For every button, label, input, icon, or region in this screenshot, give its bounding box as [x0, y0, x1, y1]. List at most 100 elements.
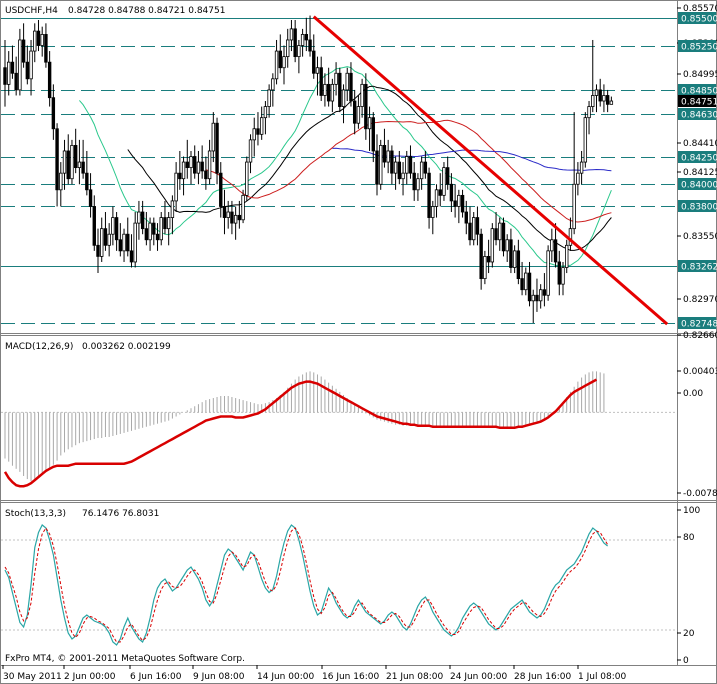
level-price-tag-label: 0.84850: [681, 87, 717, 97]
stoch-tick-label: 100: [683, 506, 700, 516]
level-price-tag-label: 0.83262: [681, 263, 717, 273]
candle-body: [55, 128, 59, 191]
candle-body: [338, 72, 342, 107]
symbol-label: USDCHF,H4: [5, 6, 58, 16]
x-tick-label: 21 Jun 08:00: [386, 672, 443, 682]
level-price-tag: [678, 84, 716, 96]
candle-body: [62, 150, 67, 174]
candle-body: [185, 161, 189, 169]
candle-body: [445, 167, 450, 185]
candle-body: [222, 206, 227, 218]
candle-body: [423, 161, 428, 174]
stoch-tick-label: 20: [683, 629, 695, 639]
candle-body: [472, 217, 476, 241]
candle-body: [118, 239, 123, 252]
x-tick-label: 16 Jun 16:00: [322, 672, 379, 682]
level-price-tag-label: 0.82748: [681, 320, 717, 330]
macd-tick-label: 0.004036: [683, 367, 717, 377]
candle-body: [352, 100, 357, 124]
candle-body: [215, 122, 219, 174]
candle-body: [252, 128, 256, 141]
candle-body: [219, 172, 223, 207]
candle-body: [297, 45, 301, 58]
candle-body: [274, 50, 279, 80]
ohlc-readout: 0.84728 0.84788 0.84721 0.84751: [68, 6, 225, 16]
candle-body: [323, 83, 327, 96]
candle-body: [442, 167, 446, 196]
candle-body: [211, 122, 216, 152]
candle-body: [230, 211, 234, 224]
candle-body: [583, 117, 588, 163]
candle-body: [178, 172, 182, 180]
candle-body: [505, 239, 509, 252]
macd-signal-line: [3, 378, 598, 488]
stochastic-panel: [1, 524, 677, 646]
candle-body: [438, 189, 442, 196]
macd-readout: 0.003262 0.002199: [82, 342, 171, 352]
candle-body: [304, 34, 309, 41]
x-tick-label: 2 Jun 00:00: [64, 672, 116, 682]
candle-body: [330, 83, 335, 102]
macd-panel: [1, 371, 677, 488]
level-price-tag-label: 0.85500: [681, 15, 717, 25]
candle-body: [364, 83, 368, 130]
candle-body: [259, 117, 264, 135]
price-tick-label: 0.82970: [683, 295, 717, 305]
candle-body: [263, 106, 268, 119]
candle-body: [155, 233, 160, 241]
candle-body: [468, 222, 472, 241]
candle-body: [144, 228, 149, 241]
candle-body: [18, 39, 22, 91]
stoch-main-line: [4, 524, 608, 646]
candle-body: [36, 30, 41, 46]
x-tick-label: 28 Jun 16:00: [514, 672, 571, 682]
candle-body: [133, 222, 137, 263]
price-tick-label: 0.82660: [683, 331, 717, 341]
candle-body: [550, 239, 554, 252]
candle-body: [390, 150, 394, 174]
candle-body: [174, 172, 178, 202]
candle-body: [148, 222, 152, 241]
candle-body: [189, 156, 193, 169]
candle-body: [412, 172, 416, 191]
candle-body: [81, 161, 85, 174]
stoch-readout: 76.1476 76.8031: [82, 509, 159, 519]
candle-body: [434, 189, 439, 207]
candle-body: [345, 72, 349, 91]
candle-body: [397, 161, 402, 180]
candle-body: [73, 145, 78, 169]
horizontal-levels: [1, 18, 677, 324]
candle-body: [371, 117, 375, 152]
candle-body: [47, 61, 52, 99]
candle-body: [591, 95, 595, 107]
candle-body: [100, 228, 104, 257]
candle-body: [267, 89, 271, 107]
candle-body: [226, 211, 230, 218]
level-price-tag: [678, 108, 716, 120]
stoch-tick-label: 0: [683, 656, 689, 666]
candle-body: [393, 161, 398, 174]
candle-body: [300, 34, 305, 46]
candle-body: [427, 172, 431, 218]
ma-black-line: [127, 85, 612, 251]
candle-body: [527, 272, 532, 302]
level-price-tag-label: 0.84630: [681, 111, 717, 121]
candle-body: [126, 233, 130, 252]
candle-body: [609, 100, 614, 105]
candle-body: [245, 161, 249, 196]
candle-body: [483, 256, 487, 280]
candle-body: [598, 89, 602, 102]
candle-body: [59, 172, 63, 191]
level-price-tag: [678, 12, 716, 24]
candle-body: [66, 150, 70, 180]
candle-body: [431, 206, 435, 218]
candle-body: [457, 194, 461, 207]
candlesticks: [3, 15, 614, 324]
trendline-group: [312, 15, 669, 326]
candle-body: [349, 72, 353, 102]
candle-body: [416, 178, 420, 191]
candle-body: [319, 67, 323, 96]
candle-body: [498, 222, 502, 241]
